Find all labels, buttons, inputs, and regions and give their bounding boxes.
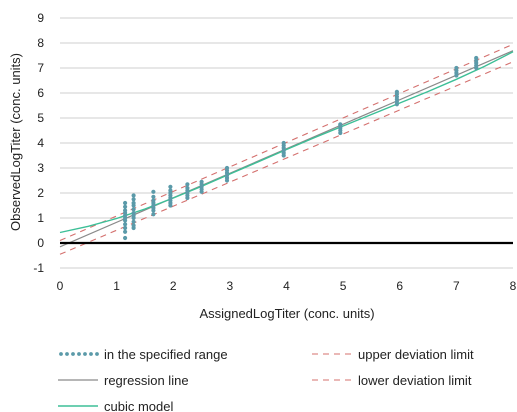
- y-axis-label: ObservedLogTiter (conc. units): [8, 53, 23, 231]
- x-tick-label: 3: [227, 279, 234, 293]
- data-point: [185, 185, 190, 191]
- legend-label: upper deviation limit: [358, 347, 474, 362]
- x-tick-label: 4: [283, 279, 290, 293]
- y-tick-label: -1: [33, 261, 44, 275]
- y-tick-label: 8: [37, 36, 44, 50]
- data-point: [151, 189, 156, 194]
- data-point: [151, 198, 156, 203]
- data-point: [123, 204, 128, 209]
- data-point: [224, 165, 230, 171]
- y-tick-label: 6: [37, 86, 44, 100]
- x-tick-label: 1: [113, 279, 120, 293]
- legend-swatch-points: [65, 352, 69, 356]
- series-line-upper-deviation-limit: [59, 43, 514, 242]
- legend: in the specified range regression line cub…: [58, 347, 474, 412]
- legend-label: regression line: [104, 373, 189, 388]
- x-tick-label: 0: [57, 279, 64, 293]
- data-point: [151, 212, 156, 217]
- y-tick-label: 3: [37, 161, 44, 175]
- data-point: [168, 184, 173, 189]
- y-tick-label: 7: [37, 61, 44, 75]
- data-point: [131, 200, 136, 206]
- data-point: [394, 89, 399, 94]
- x-tick-label: 2: [170, 279, 177, 293]
- data-point: [281, 140, 286, 146]
- series-line-lower-deviation-limit: [59, 61, 514, 255]
- x-tick-label: 6: [396, 279, 403, 293]
- data-point: [131, 193, 136, 198]
- data-point: [131, 210, 136, 216]
- data-point: [199, 179, 204, 184]
- data-point: [123, 208, 128, 213]
- data-points: [123, 55, 479, 241]
- x-tick-labels: 0 1 2 3 4 5 6 7 8: [57, 279, 517, 293]
- y-tick-label: 5: [37, 111, 44, 125]
- y-tick-label: 1: [37, 211, 44, 225]
- x-tick-label: 5: [340, 279, 347, 293]
- data-point: [123, 229, 128, 234]
- data-point: [123, 200, 128, 206]
- y-tick-labels: -1 0 1 2 3 4 5 6 7 8 9: [33, 11, 44, 275]
- data-point: [454, 65, 459, 71]
- y-tick-label: 4: [37, 136, 44, 150]
- data-point: [131, 219, 136, 224]
- data-point: [151, 194, 156, 199]
- legend-swatch-points: [77, 352, 81, 356]
- y-tick-label: 2: [37, 186, 44, 200]
- x-tick-label: 8: [510, 279, 517, 293]
- x-tick-label: 7: [453, 279, 460, 293]
- data-point: [168, 188, 173, 193]
- legend-swatch-points: [83, 352, 87, 356]
- data-point: [131, 197, 136, 202]
- legend-swatch-points: [59, 352, 63, 356]
- legend-swatch-points: [89, 352, 93, 356]
- data-point: [123, 222, 128, 227]
- data-point: [123, 235, 128, 241]
- legend-label: lower deviation limit: [358, 373, 472, 388]
- grid: [60, 17, 513, 269]
- data-point: [474, 55, 479, 61]
- data-point: [123, 225, 128, 231]
- y-tick-label: 0: [37, 236, 44, 250]
- x-axis-label: AssignedLogTiter (conc. units): [199, 306, 374, 321]
- legend-swatch-points: [71, 352, 75, 356]
- legend-swatch-points: [95, 352, 99, 356]
- data-point: [338, 122, 343, 127]
- data-point: [131, 207, 136, 212]
- series-lines: [59, 43, 514, 255]
- y-tick-label: 9: [37, 11, 44, 25]
- legend-label: cubic model: [104, 399, 173, 412]
- data-point: [131, 223, 136, 228]
- data-point: [185, 182, 190, 187]
- legend-label: in the specified range: [104, 347, 228, 362]
